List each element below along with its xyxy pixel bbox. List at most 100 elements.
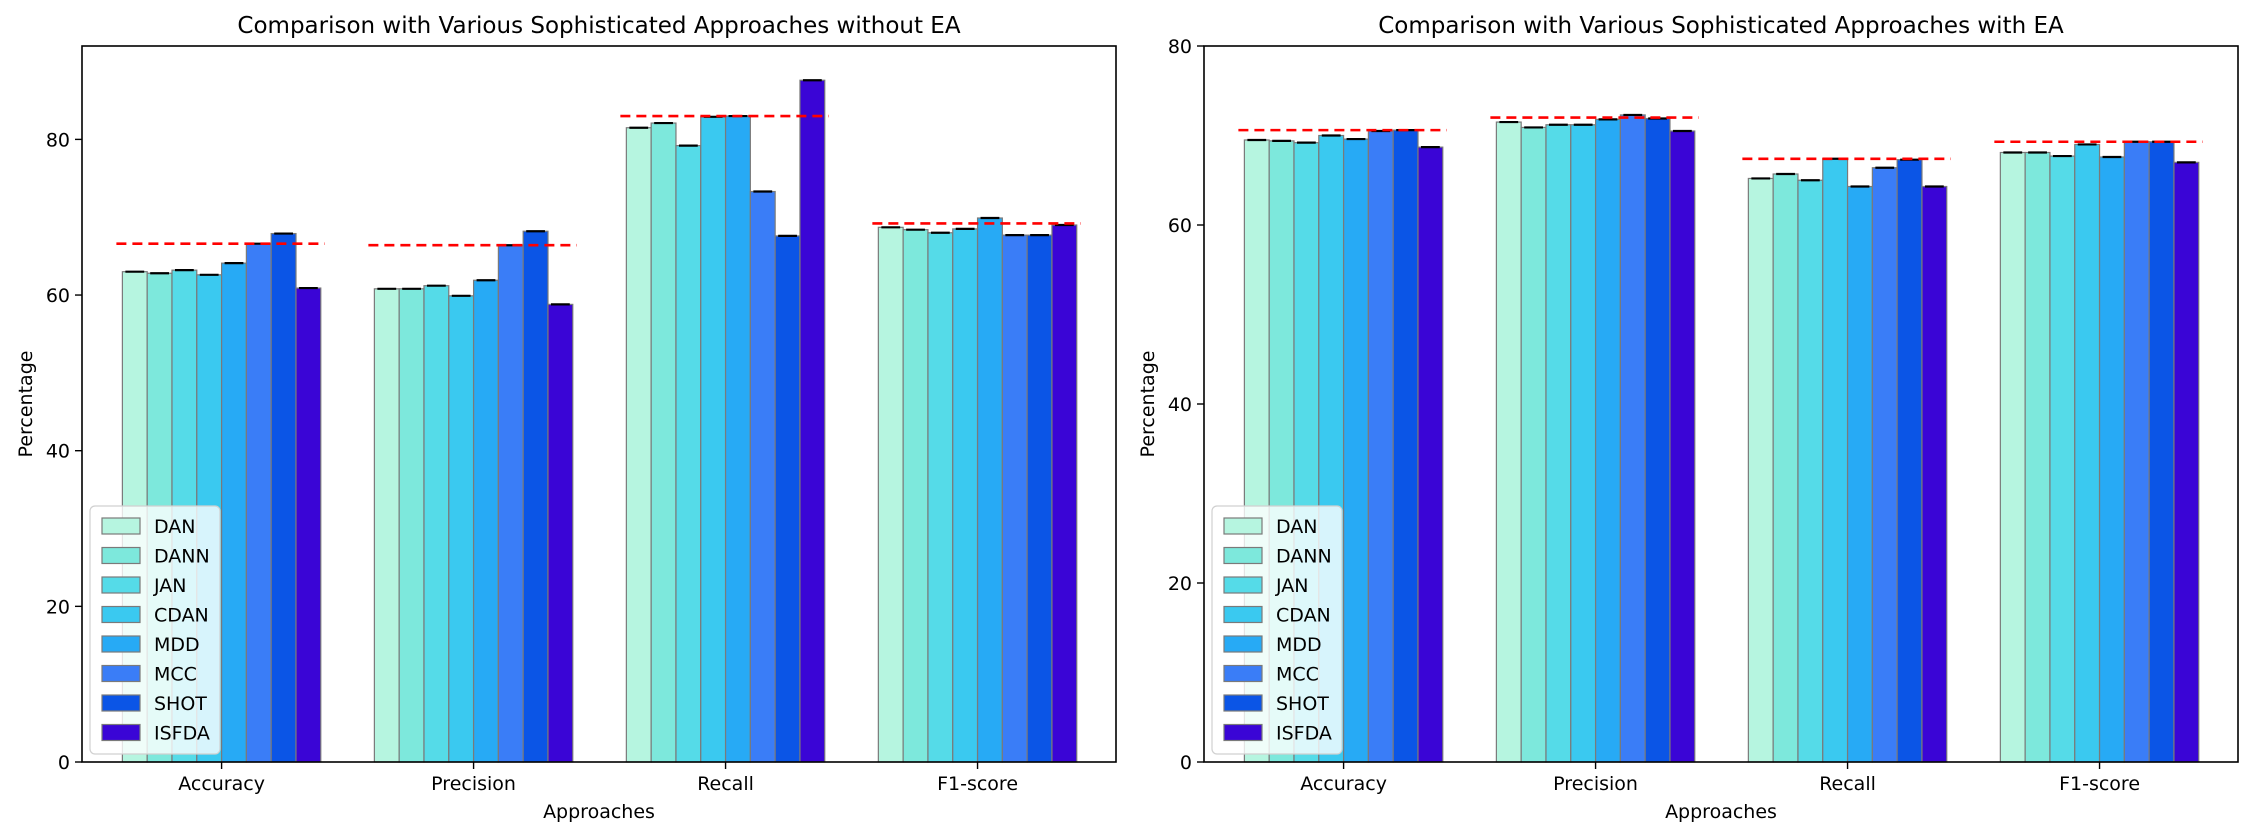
legend-swatch-mdd [101, 635, 141, 653]
bar-dann-precision [398, 288, 425, 763]
x-axis-label: Approaches [543, 801, 655, 823]
legend-label-cdan: CDAN [154, 605, 209, 627]
bar-cdan-recall [700, 116, 727, 763]
bar-mdd-f1-score [2098, 156, 2125, 763]
x-tick-label: F1-score [2059, 773, 2140, 795]
bar-jan-precision [423, 285, 450, 763]
y-axis-label: Percentage [1137, 351, 1159, 458]
bar-jan-f1-score [2049, 155, 2076, 763]
legend-swatch-mcc [1223, 664, 1263, 683]
bar-jan-recall [675, 145, 702, 763]
y-tick-label: 40 [46, 441, 70, 463]
bar-dann-f1-score [2024, 151, 2051, 763]
bar-mcc-recall [1871, 167, 1898, 763]
legend-label-jan: JAN [153, 575, 186, 597]
legend-label-shot: SHOT [154, 693, 207, 715]
bar-cdan-precision [1570, 124, 1597, 763]
legend-swatch-jan [101, 576, 141, 594]
y-tick-label: 40 [1168, 394, 1192, 416]
legend-swatch-mcc [101, 664, 141, 683]
bar-isfda-accuracy [295, 287, 322, 763]
x-tick-label: Precision [1553, 773, 1638, 795]
plot-frame [81, 45, 1117, 763]
legend-swatch-isfda [101, 723, 141, 742]
bar-shot-accuracy [1392, 129, 1419, 763]
x-tick-label: Recall [697, 773, 754, 795]
bar-dan-f1-score [877, 226, 904, 763]
bar-dann-recall [650, 122, 677, 763]
legend-label-mcc: MCC [154, 664, 197, 686]
y-tick-label: 60 [46, 285, 70, 307]
y-tick-label: 80 [1168, 36, 1192, 58]
bar-mdd-recall [724, 115, 751, 763]
bar-dann-precision [1520, 126, 1547, 763]
bar-isfda-recall [1921, 185, 1948, 763]
legend-swatch-isfda [1223, 723, 1263, 742]
x-tick-label: Accuracy [1300, 773, 1387, 795]
bar-mdd-accuracy [220, 262, 247, 763]
legend-label-mdd: MDD [154, 634, 200, 656]
chart-panel-1: Comparison with Various Sophisticated Ap… [15, 13, 1117, 823]
legend-label-mcc: MCC [1276, 664, 1319, 686]
legend-label-shot: SHOT [1276, 693, 1329, 715]
bar-mcc-precision [497, 244, 524, 763]
x-axis-label: Approaches [1665, 801, 1777, 823]
bar-isfda-recall [799, 79, 826, 763]
bar-cdan-recall [1822, 158, 1849, 763]
legend-swatch-jan [1223, 576, 1263, 594]
bar-dann-recall [1772, 173, 1799, 763]
bar-dan-f1-score [1999, 151, 2026, 763]
bar-isfda-precision [547, 303, 574, 763]
bar-cdan-f1-score [952, 228, 979, 763]
legend-box [89, 505, 221, 755]
legend-label-cdan: CDAN [1276, 605, 1331, 627]
bar-cdan-precision [448, 295, 475, 763]
legend-label-mdd: MDD [1276, 634, 1322, 656]
legend-swatch-shot [101, 694, 141, 712]
y-axis-label: Percentage [15, 351, 37, 458]
bar-isfda-accuracy [1417, 146, 1444, 763]
bar-mdd-accuracy [1342, 138, 1369, 763]
bar-isfda-precision [1669, 130, 1696, 763]
bar-mdd-f1-score [976, 217, 1003, 763]
bar-shot-recall [1896, 159, 1923, 763]
bar-mdd-recall [1846, 185, 1873, 763]
bar-isfda-f1-score [1051, 224, 1078, 763]
x-tick-label: Recall [1819, 773, 1876, 795]
x-tick-label: Accuracy [178, 773, 265, 795]
legend-swatch-dan [1223, 517, 1263, 535]
bar-mdd-precision [1594, 118, 1621, 763]
legend-box [1211, 505, 1343, 755]
bar-shot-precision [1644, 117, 1671, 763]
bar-jan-recall [1797, 179, 1824, 763]
legend-label-dann: DANN [1276, 546, 1332, 568]
bar-shot-f1-score [2148, 141, 2175, 763]
bar-shot-recall [774, 235, 801, 763]
legend-swatch-cdan [101, 605, 141, 624]
legend-label-dan: DAN [154, 516, 196, 538]
bar-mcc-f1-score [1001, 234, 1028, 763]
legend-swatch-dan [101, 517, 141, 535]
y-tick-label: 20 [1168, 573, 1192, 595]
chart-title: Comparison with Various Sophisticated Ap… [237, 13, 960, 39]
legend-label-dan: DAN [1276, 516, 1318, 538]
legend-swatch-dann [1223, 546, 1263, 565]
bar-dann-f1-score [902, 229, 929, 763]
bar-mcc-recall [749, 190, 776, 763]
legend-swatch-cdan [1223, 605, 1263, 624]
x-tick-label: F1-score [937, 773, 1018, 795]
bar-isfda-f1-score [2173, 161, 2200, 763]
legend-label-dann: DANN [154, 546, 210, 568]
bar-mcc-precision [1619, 114, 1646, 763]
y-tick-label: 0 [1180, 752, 1192, 774]
legend-label-jan: JAN [1275, 575, 1308, 597]
bar-mcc-accuracy [1367, 130, 1394, 763]
bar-jan-f1-score [927, 232, 954, 763]
bar-shot-accuracy [270, 232, 297, 763]
bar-mcc-accuracy [245, 243, 272, 763]
y-tick-label: 80 [46, 129, 70, 151]
bar-shot-f1-score [1026, 234, 1053, 763]
legend-swatch-mdd [1223, 635, 1263, 653]
x-tick-label: Precision [431, 773, 516, 795]
